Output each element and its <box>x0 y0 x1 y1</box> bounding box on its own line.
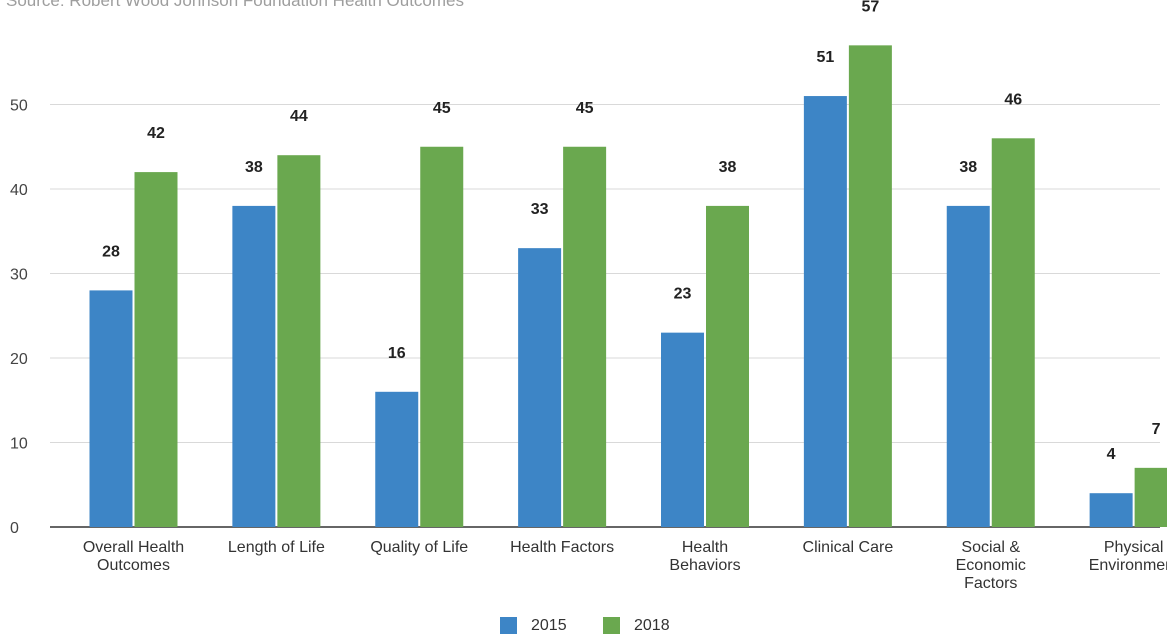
y-axis-ticks: 0 10 20 30 40 50 <box>10 98 28 538</box>
data-label: 51 <box>816 49 834 66</box>
category-label-line: Environment <box>1089 557 1167 574</box>
category-label-line: Health <box>682 539 728 556</box>
source-note: Source: Robert Wood Johnson Foundation H… <box>6 0 465 10</box>
data-label: 38 <box>959 159 977 176</box>
category-label: Length of Life <box>228 539 325 556</box>
category-label-line: Outcomes <box>97 557 170 574</box>
data-label: 42 <box>147 125 165 142</box>
category-label-line: Length of Life <box>228 539 325 556</box>
category-label-line: Economic <box>956 557 1026 574</box>
y-tick-label: 50 <box>10 98 28 115</box>
bar-2015 <box>518 248 562 527</box>
category-label-line: Clinical Care <box>803 539 894 556</box>
data-label: 57 <box>861 0 879 15</box>
bar-2015 <box>803 96 847 528</box>
bar-2015 <box>232 205 276 527</box>
data-label: 38 <box>719 159 737 176</box>
legend-label: 2018 <box>634 617 670 634</box>
y-tick-label: 20 <box>10 351 28 368</box>
y-tick-label: 40 <box>10 182 28 199</box>
bar-2018 <box>991 138 1035 528</box>
data-label: 46 <box>1004 91 1022 108</box>
bar-2015 <box>946 205 990 527</box>
category-label: Health Behaviors <box>669 539 740 574</box>
bar-2018 <box>420 146 464 527</box>
bars <box>89 45 1167 528</box>
data-label: 4 <box>1107 446 1116 463</box>
bar-2018 <box>706 205 749 527</box>
category-label: Social & Economic Factors <box>956 539 1026 592</box>
data-label: 45 <box>576 100 594 117</box>
data-label: 44 <box>290 108 308 125</box>
category-label: PhysicalEnvironment <box>1089 539 1167 574</box>
legend-label: 2015 <box>531 617 567 634</box>
category-label: Health Factors <box>510 539 614 556</box>
bar-2018 <box>848 45 892 527</box>
y-tick-label: 10 <box>10 436 28 453</box>
data-label: 7 <box>1152 421 1161 438</box>
data-label: 28 <box>102 243 120 260</box>
y-tick-label: 30 <box>10 267 28 284</box>
bar-2018 <box>134 172 178 527</box>
x-axis-categories: Overall Health Outcomes Length of Life Qual… <box>83 539 1167 592</box>
y-tick-label: 0 <box>10 520 19 537</box>
bar-2018 <box>277 155 321 527</box>
legend: 2015 2018 <box>500 617 670 634</box>
legend-swatch <box>603 617 620 634</box>
category-label-line: Factors <box>964 575 1017 592</box>
data-label: 33 <box>531 201 549 218</box>
category-label: Quality of Life <box>370 539 468 556</box>
data-label: 45 <box>433 100 451 117</box>
category-label: Overall Health Outcomes <box>83 539 184 574</box>
bar-2015 <box>89 290 133 527</box>
legend-swatch <box>500 617 517 634</box>
data-label: 23 <box>674 286 692 303</box>
bar-2015 <box>375 391 419 527</box>
category-label-line: Behaviors <box>669 557 740 574</box>
bar-2015 <box>1089 493 1133 527</box>
category-label-line: Overall Health <box>83 539 184 556</box>
data-label: 16 <box>388 345 406 362</box>
category-label-line: Quality of Life <box>370 539 468 556</box>
category-label: Clinical Care <box>803 539 894 556</box>
category-label-line: Health Factors <box>510 539 614 556</box>
data-label: 38 <box>245 159 263 176</box>
bar-2015 <box>661 332 704 527</box>
data-labels: 28 42 38 44 16 45 33 45 23 38 51 57 38 46 4 7 <box>102 0 1161 463</box>
bar-2018 <box>563 146 607 527</box>
category-label-line: Social & <box>961 539 1020 556</box>
category-label-line: Physical <box>1104 539 1164 556</box>
bar-2018 <box>1134 467 1167 527</box>
